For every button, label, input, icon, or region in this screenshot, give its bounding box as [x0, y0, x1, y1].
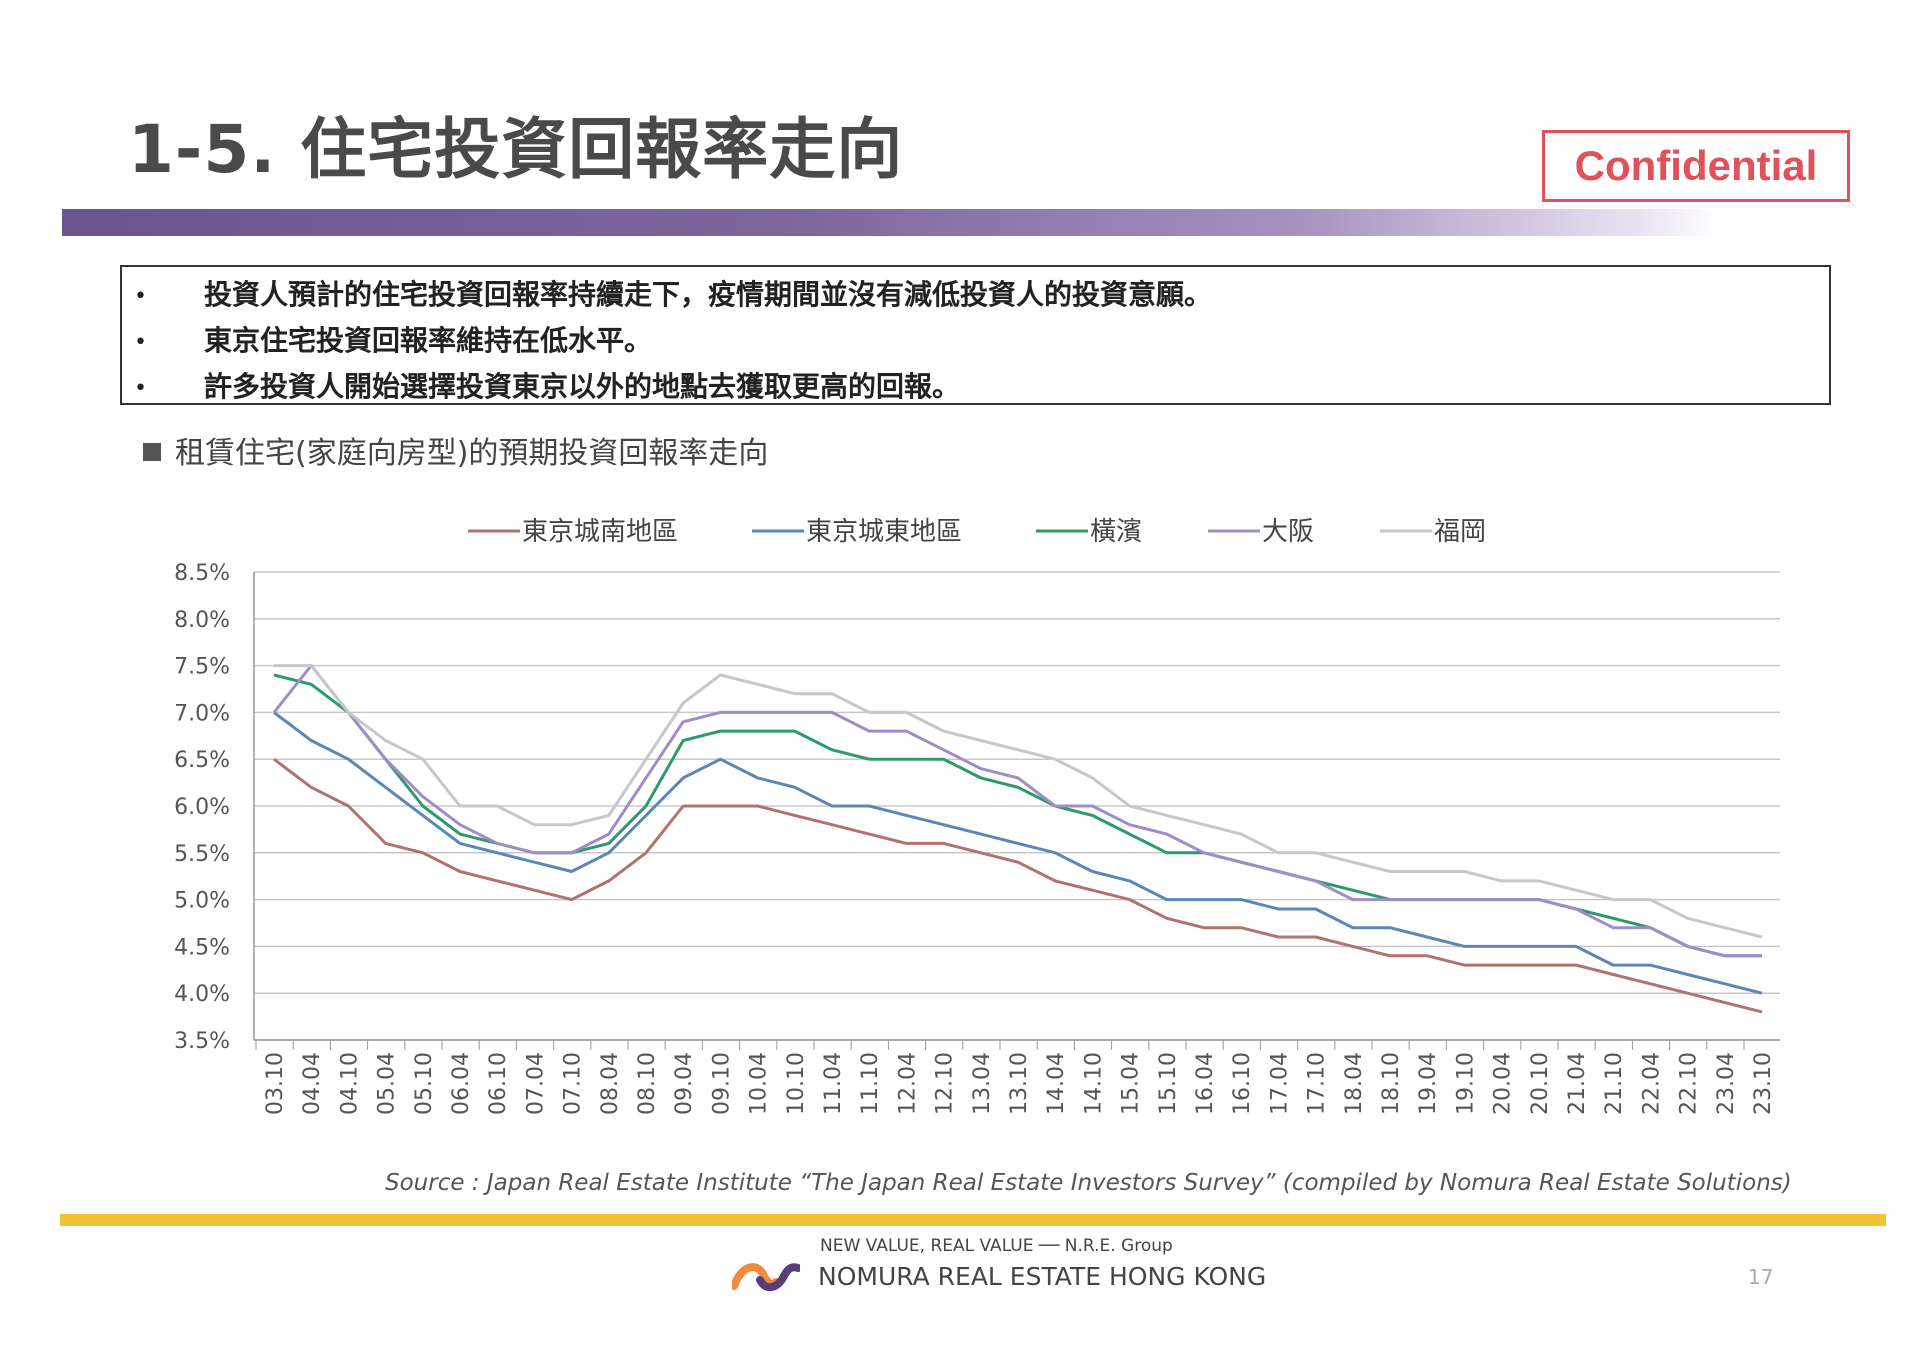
x-tick-label: 21.10: [1602, 1052, 1627, 1115]
series-line: [273, 711, 1763, 995]
bullet-dot: •: [134, 329, 147, 355]
x-tick-label: 12.04: [895, 1052, 920, 1115]
x-tick-label: 19.04: [1416, 1052, 1441, 1115]
x-tick-label: 16.10: [1230, 1052, 1255, 1115]
bullet-text: 東京住宅投資回報率維持在低水平。: [204, 324, 653, 357]
y-tick-label: 3.5%: [174, 1029, 230, 1054]
x-tick-label: 05.10: [412, 1052, 437, 1115]
y-tick-label: 8.5%: [174, 561, 230, 586]
series-line: [273, 758, 1763, 1014]
company-name: NOMURA REAL ESTATE HONG KONG: [818, 1262, 1267, 1291]
legend-label: 福岡: [1434, 517, 1486, 547]
x-tick-label: 21.04: [1565, 1052, 1590, 1115]
bullet-dot: •: [134, 375, 147, 401]
x-tick-label: 05.04: [375, 1052, 400, 1115]
series-line: [272, 664, 1762, 958]
legend-label: 大阪: [1262, 517, 1314, 547]
x-tick-label: 17.04: [1267, 1052, 1292, 1115]
page-number: 17: [1748, 1265, 1774, 1289]
confidential-badge: Confidential: [1542, 130, 1850, 202]
x-tick-label: 18.10: [1379, 1052, 1404, 1115]
x-tick-label: 10.10: [784, 1052, 809, 1115]
summary-box: • 投資人預計的住宅投資回報率持續走下，疫情期間並沒有減低投資人的投資意願。 • 東…: [120, 265, 1831, 405]
bullet-item: • 許多投資人開始選擇投資東京以外的地點去獲取更高的回報。: [134, 365, 960, 405]
x-tick-label: 22.10: [1677, 1052, 1702, 1115]
x-tick-label: 08.04: [598, 1052, 623, 1115]
x-tick-label: 20.04: [1491, 1052, 1516, 1115]
x-tick-label: 11.10: [858, 1052, 883, 1115]
title-underline-band: [62, 209, 1722, 236]
section-heading: 租賃住宅(家庭向房型)的預期投資回報率走向: [143, 428, 768, 472]
square-bullet-icon: [143, 442, 161, 461]
y-tick-label: 4.5%: [174, 935, 230, 960]
x-tick-label: 03.10: [263, 1052, 288, 1115]
x-tick-label: 19.10: [1453, 1052, 1478, 1115]
y-tick-label: 6.0%: [174, 795, 230, 820]
y-tick-label: 4.0%: [174, 982, 230, 1007]
x-tick-label: 07.10: [561, 1052, 586, 1115]
x-tick-label: 17.10: [1305, 1052, 1330, 1115]
legend-label: 橫濱: [1090, 517, 1142, 547]
legend-label: 東京城南地區: [522, 517, 678, 547]
x-tick-label: 06.04: [449, 1052, 474, 1115]
x-tick-label: 15.10: [1156, 1052, 1181, 1115]
series-line: [273, 673, 1762, 958]
x-tick-label: 08.10: [635, 1052, 660, 1115]
x-tick-label: 14.10: [1081, 1052, 1106, 1115]
x-tick-label: 23.04: [1714, 1052, 1739, 1115]
x-tick-label: 13.04: [970, 1052, 995, 1115]
y-tick-label: 5.0%: [174, 889, 230, 914]
series-line: [274, 664, 1763, 939]
x-tick-label: 20.10: [1528, 1052, 1553, 1115]
y-tick-label: 6.5%: [174, 748, 230, 773]
y-tick-label: 7.5%: [174, 655, 230, 680]
source-note: Source : Japan Real Estate Institute “Th…: [385, 1170, 1792, 1196]
x-tick-label: 12.10: [933, 1052, 958, 1115]
bullet-item: • 東京住宅投資回報率維持在低水平。: [134, 319, 652, 359]
x-tick-label: 15.04: [1119, 1052, 1144, 1115]
bullet-text: 投資人預計的住宅投資回報率持續走下，疫情期間並沒有減低投資人的投資意願。: [204, 278, 1213, 311]
x-axis-labels: 03.10 04.04 04.10 05.04 05.10 06.04 06.10 07.04…: [263, 1052, 1776, 1115]
x-tick-label: 04.10: [337, 1052, 362, 1115]
legend-label: 東京城東地區: [806, 517, 962, 547]
bullet-item: • 投資人預計的住宅投資回報率持續走下，疫情期間並沒有減低投資人的投資意願。: [134, 273, 1212, 313]
nomura-logo-icon: [732, 1263, 800, 1292]
x-tick-label: 07.04: [523, 1052, 548, 1115]
y-tick-label: 7.0%: [174, 701, 230, 726]
x-tick-label: 18.04: [1342, 1052, 1367, 1115]
section-heading-text: 租賃住宅(家庭向房型)的預期投資回報率走向: [175, 436, 769, 471]
chart-series: [272, 664, 1763, 1014]
bullet-text: 許多投資人開始選擇投資東京以外的地點去獲取更高的回報。: [204, 370, 961, 403]
y-tick-label: 5.5%: [174, 842, 230, 867]
y-axis-labels: 8.5% 8.0% 7.5% 7.0% 6.5% 6.0% 5.5% 5.0% 4.5% 4.0%…: [174, 561, 230, 1054]
x-tick-label: 11.04: [821, 1052, 846, 1115]
footer-yellow-band: [60, 1214, 1886, 1226]
x-tick-label: 10.04: [747, 1052, 772, 1115]
x-tick-label: 22.04: [1639, 1052, 1664, 1115]
x-tick-label: 13.10: [1007, 1052, 1032, 1115]
x-tick-label: 23.10: [1751, 1052, 1776, 1115]
chart-legend: 東京城南地區 東京城東地區 橫濱 大阪 福岡: [468, 517, 1486, 547]
x-tick-label: 16.04: [1193, 1052, 1218, 1115]
chart-axes: [253, 572, 1780, 1050]
x-tick-label: 09.10: [709, 1052, 734, 1115]
y-tick-label: 8.0%: [174, 608, 230, 633]
x-tick-label: 04.04: [300, 1052, 325, 1115]
footer-tagline: NEW VALUE, REAL VALUE ── N.R.E. Group: [820, 1236, 1173, 1256]
bullet-dot: •: [134, 283, 147, 309]
x-tick-label: 09.04: [672, 1052, 697, 1115]
x-tick-label: 06.10: [486, 1052, 511, 1115]
page-title: 1-5. 住宅投資回報率走向: [128, 111, 904, 188]
x-tick-label: 14.04: [1044, 1052, 1069, 1115]
